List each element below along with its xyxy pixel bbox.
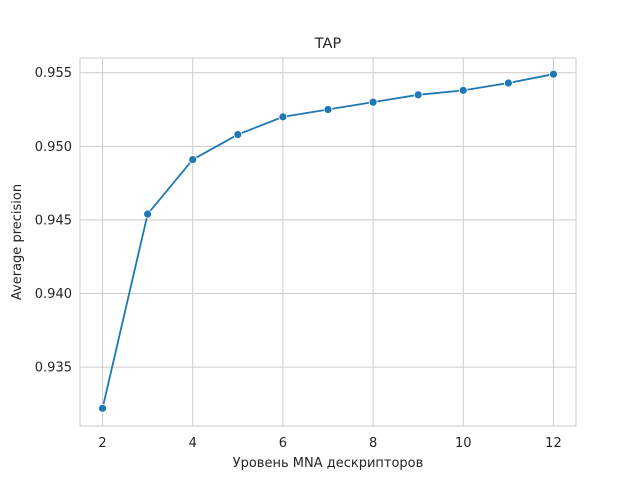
y-tick-label: 0.945 bbox=[35, 213, 72, 228]
data-point bbox=[413, 90, 423, 100]
data-point bbox=[368, 97, 378, 107]
plot-frame bbox=[79, 57, 577, 427]
plot-area bbox=[80, 58, 576, 426]
series-group bbox=[98, 69, 558, 413]
y-tick-label: 0.935 bbox=[35, 361, 72, 376]
x-tick-label: 4 bbox=[189, 436, 197, 451]
x-tick-labels: 2 4 6 8 10 12 bbox=[98, 436, 561, 451]
data-point bbox=[503, 78, 513, 88]
data-point bbox=[278, 112, 288, 122]
x-tick-label: 6 bbox=[279, 436, 287, 451]
x-tick-label: 10 bbox=[455, 436, 472, 451]
y-tick-label: 0.940 bbox=[35, 287, 72, 302]
y-tick-labels: 0.935 0.940 0.945 0.950 0.955 bbox=[35, 66, 72, 375]
data-point bbox=[98, 403, 107, 413]
plot-border bbox=[79, 57, 577, 427]
x-tick-label: 2 bbox=[98, 436, 106, 451]
data-point bbox=[458, 85, 468, 95]
y-axis-label: Average precision bbox=[10, 184, 25, 300]
y-tick-label: 0.955 bbox=[35, 66, 72, 81]
data-point bbox=[233, 130, 243, 139]
x-tick-label: 8 bbox=[369, 436, 377, 451]
data-point bbox=[143, 209, 153, 219]
data-point bbox=[323, 105, 333, 114]
x-tick-label: 12 bbox=[545, 436, 562, 451]
data-point bbox=[549, 69, 558, 79]
y-tick-label: 0.950 bbox=[35, 140, 72, 155]
data-point bbox=[188, 155, 198, 164]
x-axis-label: Уровень MNA дескрипторов bbox=[233, 456, 424, 471]
chart-title: TAP bbox=[314, 36, 342, 52]
